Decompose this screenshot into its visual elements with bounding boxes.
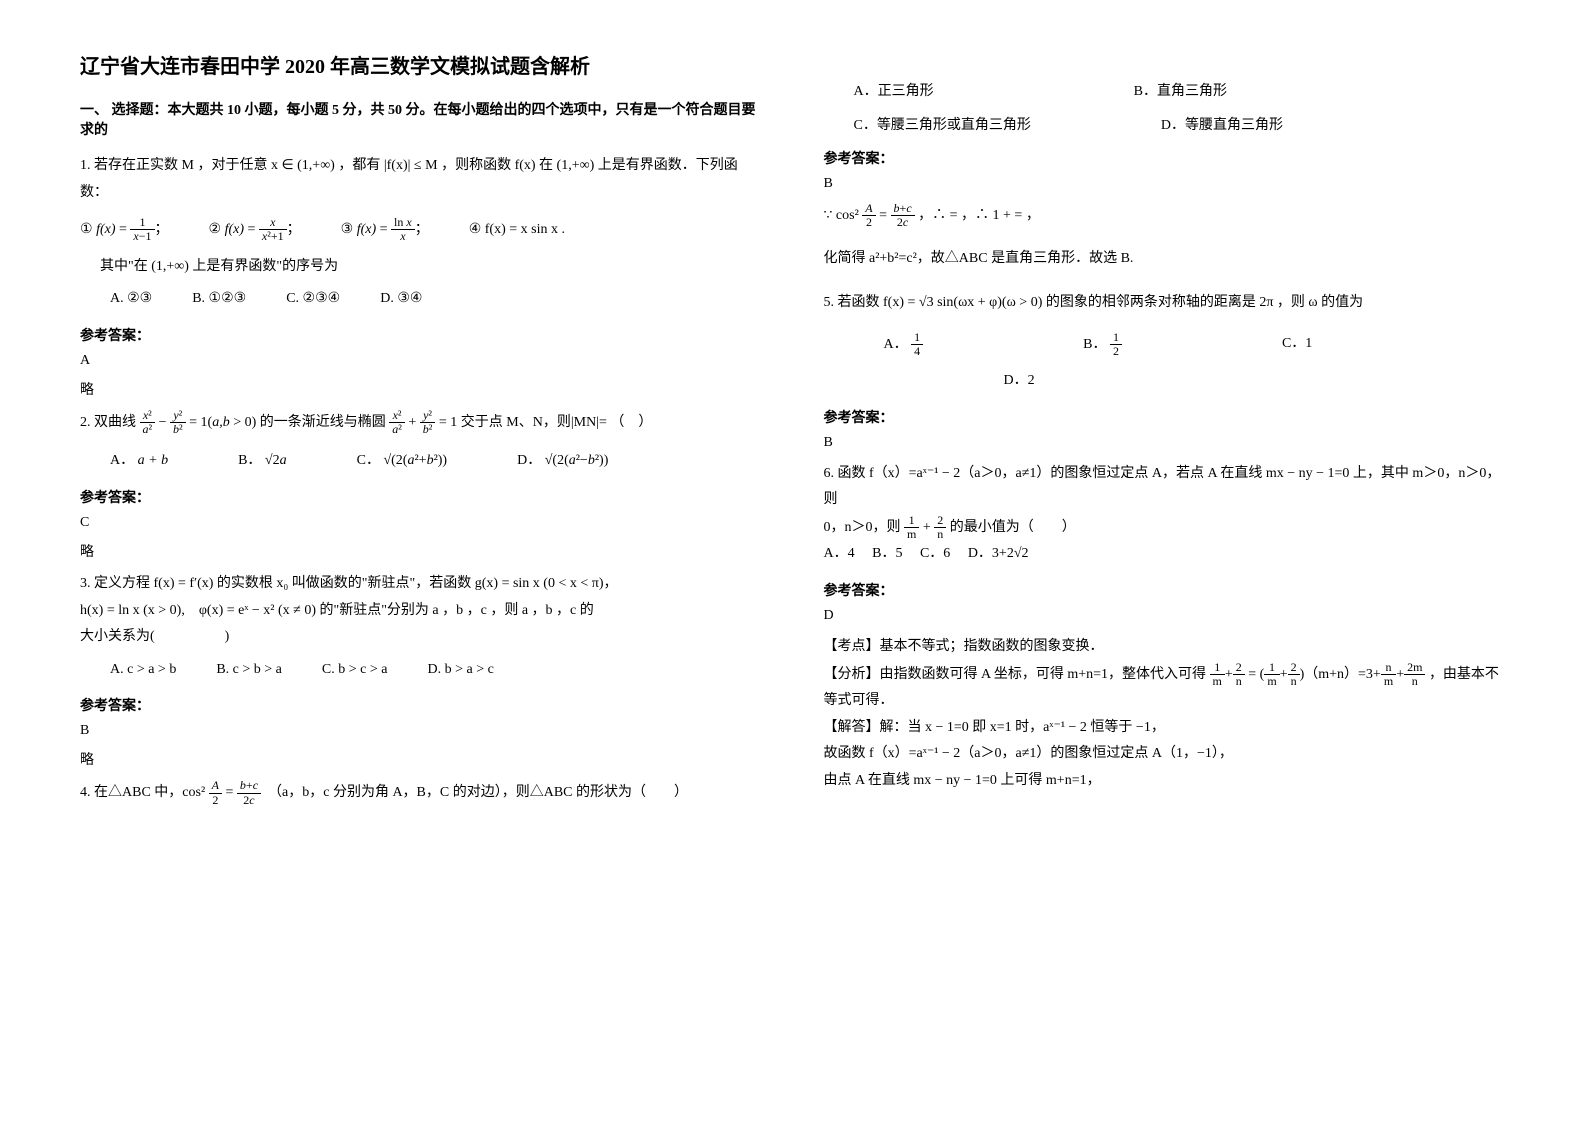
q6-optB: B．5 [872,546,902,561]
q4-ans-label: 参考答案： [824,148,1508,168]
q5-options: A． 14 B． 12 C．1 [884,331,1508,359]
q5-stem: 5. 若函数 f(x) = √3 sin(ωx + φ)(ω > 0) 的图象的… [824,290,1508,317]
q5-ans-label: 参考答案： [824,407,1508,427]
q1-stem2: 其中"在 (1,+∞) 上是有界函数"的序号为 [100,254,764,281]
q6-options: A．4 B．5 C．6 D．3+2√2 [824,541,1508,568]
q3-options: A. c > a > b B. c > b > a C. b > c > a D… [110,657,764,684]
q6-stem1: 6. 函数 f（x）=aˣ⁻¹ − 2（a＞0，a≠1）的图象恒过定点 A，若点… [824,461,1508,514]
q1-c1: ① f(x) = 1x−1； [80,216,169,244]
q6-optC: C．6 [920,546,950,561]
question-6: 6. 函数 f（x）=aˣ⁻¹ − 2（a＞0，a≠1）的图象恒过定点 A，若点… [824,461,1508,568]
question-4: 4. 在△ABC 中，cos² A2 = b+c2c （a，b，c 分别为角 A… [80,779,764,807]
q4-options: A．正三角形 B．直角三角形 [854,80,1508,100]
q6-sol2: 故函数 f（x）=aˣ⁻¹ − 2（a＞0，a≠1）的图象恒过定点 A（1，−1… [824,741,1508,768]
q4-stem: 4. 在△ABC 中，cos² A2 = b+c2c （a，b，c 分别为角 A… [80,785,688,800]
right-column: A．正三角形 B．直角三角形 C．等腰三角形或直角三角形 D．等腰直角三角形 参… [824,50,1508,1072]
q4-optD: D．等腰直角三角形 [1161,114,1283,134]
q2-ans-label: 参考答案： [80,487,764,507]
q3-stem1: 3. 定义方程 f(x) = f′(x) 的实数根 x₀ 叫做函数的"新驻点"，… [80,571,764,598]
q6-sol3: 由点 A 在直线 mx − ny − 1=0 上可得 m+n=1， [824,768,1508,795]
question-5: 5. 若函数 f(x) = √3 sin(ωx + φ)(ω > 0) 的图象的… [824,290,1508,395]
q5-ans: B [824,435,1508,451]
section-header: 一、 选择题：本大题共 10 小题，每小题 5 分，共 50 分。在每小题给出的… [80,99,764,139]
q5-optB: B． 12 [1083,331,1122,359]
q6-optD: D．3+2√2 [968,546,1029,561]
q6-stem2: 0，n＞0，则 1m + 2n 的最小值为（ ） [824,514,1508,542]
q3-ans: B [80,723,764,739]
q3-optC: C. b > c > a [322,657,388,684]
q3-stem2: h(x) = ln x (x > 0), φ(x) = eˣ − x² (x ≠… [80,598,764,625]
q4-sol1: ∵ cos² A2 = b+c2c ，∴ = ，∴ 1 + = ， [824,202,1508,230]
q1-options: A. ②③ B. ①②③ C. ②③④ D. ③④ [110,286,764,313]
q1-ans: A [80,353,764,369]
q1-c3: ③ f(x) = ln xx； [341,216,429,244]
q2-optD: D． √(2(a²−b²)) [517,448,608,475]
q3-ans2: 略 [80,749,764,769]
q2-optB: B． √2a [238,448,287,475]
q1-optC: C. ②③④ [286,286,340,313]
q6-sol1: 【解答】解：当 x − 1=0 即 x=1 时，aˣ⁻¹ − 2 恒等于 −1， [824,715,1508,742]
q4-ans: B [824,176,1508,192]
left-column: 辽宁省大连市春田中学 2020 年高三数学文模拟试题含解析 一、 选择题：本大题… [80,50,764,1072]
question-2: 2. 双曲线 x²a² − y²b² = 1(a,b > 0) 的一条渐近线与椭… [80,409,764,475]
q2-ans2: 略 [80,541,764,561]
q1-optB: B. ①②③ [192,286,246,313]
q5-optA: A． 14 [884,331,924,359]
q1-choices: ① f(x) = 1x−1； ② f(x) = xx²+1； ③ f(x) = … [80,216,764,244]
q1-ans-label: 参考答案： [80,325,764,345]
q1-ans2: 略 [80,379,764,399]
q4-optA: A．正三角形 [854,80,934,100]
q5-optC: C．1 [1282,331,1312,359]
q3-optB: B. c > b > a [216,657,282,684]
q1-c2: ② f(x) = xx²+1； [209,216,301,244]
q2-optA: A． a + b [110,448,168,475]
q3-optA: A. c > a > b [110,657,176,684]
q6-tag2: 【分析】由指数函数可得 A 坐标，可得 m+n=1，整体代入可得 1m+2n =… [824,661,1508,715]
q6-ans: D [824,608,1508,624]
q4-options-2: C．等腰三角形或直角三角形 D．等腰直角三角形 [854,114,1508,134]
q6-tag1: 【考点】基本不等式；指数函数的图象变换． [824,634,1508,661]
q4-sol2: 化简得 a²+b²=c²，故△ABC 是直角三角形．故选 B. [824,246,1508,273]
q4-solution: ∵ cos² A2 = b+c2c ，∴ = ，∴ 1 + = ， 化简得 a²… [824,202,1508,272]
q3-stem3: 大小关系为( ) [80,624,764,651]
q4-optC: C．等腰三角形或直角三角形 [854,114,1031,134]
question-1: 1. 若存在正实数 M ，对于任意 x ∈ (1,+∞) ，都有 |f(x)| … [80,153,764,313]
q4-optB: B．直角三角形 [1134,80,1227,100]
question-3: 3. 定义方程 f(x) = f′(x) 的实数根 x₀ 叫做函数的"新驻点"，… [80,571,764,683]
q6-optA: A．4 [824,546,855,561]
q1-optA: A. ②③ [110,286,152,313]
q2-stem: 2. 双曲线 x²a² − y²b² = 1(a,b > 0) 的一条渐近线与椭… [80,415,652,430]
q1-c4: ④ f(x) = x sin x . [469,217,565,244]
q1-stem1: 1. 若存在正实数 M ，对于任意 x ∈ (1,+∞) ，都有 |f(x)| … [80,153,764,206]
q2-options: A． a + b B． √2a C． √(2(a²+b²)) D． √(2(a²… [110,448,764,475]
q1-optD: D. ③④ [380,286,422,313]
q6-solution: 【考点】基本不等式；指数函数的图象变换． 【分析】由指数函数可得 A 坐标，可得… [824,634,1508,794]
q3-ans-label: 参考答案： [80,695,764,715]
q2-optC: C． √(2(a²+b²)) [357,448,447,475]
page-title: 辽宁省大连市春田中学 2020 年高三数学文模拟试题含解析 [80,50,764,79]
q2-ans: C [80,515,764,531]
q6-ans-label: 参考答案： [824,580,1508,600]
q3-optD: D. b > a > c [427,657,493,684]
q5-optD: D．2 [1004,368,1508,395]
